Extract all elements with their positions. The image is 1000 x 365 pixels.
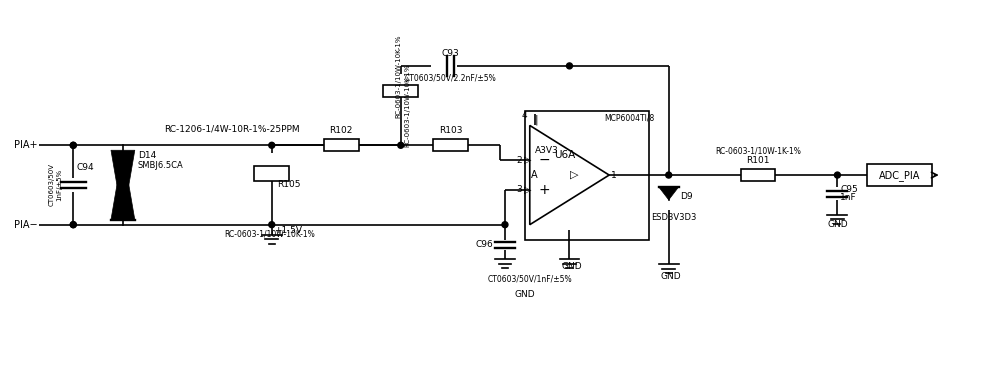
- Circle shape: [834, 172, 840, 178]
- Text: RC-0603-1/10W-10K-1%: RC-0603-1/10W-10K-1%: [224, 230, 315, 239]
- Text: +1.5V: +1.5V: [274, 226, 302, 235]
- FancyBboxPatch shape: [867, 164, 932, 186]
- Text: −: −: [539, 153, 550, 167]
- Text: C94: C94: [76, 163, 94, 172]
- Polygon shape: [111, 150, 135, 220]
- Text: D14: D14: [138, 151, 156, 160]
- Text: CT0603/50V/2.2nF/±5%: CT0603/50V/2.2nF/±5%: [405, 74, 496, 83]
- Circle shape: [398, 142, 404, 148]
- Text: MCP6004TI/8: MCP6004TI/8: [604, 114, 654, 123]
- Bar: [525, 111, 649, 239]
- Text: R102: R102: [330, 126, 353, 135]
- Bar: [324, 139, 359, 151]
- Text: PIA+: PIA+: [14, 140, 37, 150]
- Text: PIA−: PIA−: [14, 220, 37, 230]
- Text: +: +: [539, 183, 550, 197]
- Text: ADC_PIA: ADC_PIA: [879, 170, 920, 181]
- Text: 4: 4: [522, 111, 528, 120]
- Text: 3: 3: [516, 185, 522, 195]
- Text: D9: D9: [681, 192, 693, 201]
- Circle shape: [70, 222, 76, 228]
- Text: CT0603/50V/1nF/±5%: CT0603/50V/1nF/±5%: [487, 275, 572, 284]
- Circle shape: [70, 222, 76, 228]
- Polygon shape: [530, 126, 609, 225]
- Text: RC-0603-1/10W-10K-1%: RC-0603-1/10W-10K-1%: [405, 64, 411, 147]
- Text: GND: GND: [561, 262, 582, 271]
- Polygon shape: [111, 150, 135, 220]
- Text: C95: C95: [840, 185, 858, 195]
- Text: 1nF: 1nF: [840, 193, 857, 202]
- Text: CT0603/50V
1nF/±5%: CT0603/50V 1nF/±5%: [49, 164, 62, 207]
- Circle shape: [269, 222, 275, 228]
- Text: RC-0603-1/10W-10K-1%: RC-0603-1/10W-10K-1%: [396, 34, 402, 118]
- Text: A: A: [531, 170, 538, 180]
- Text: RC-0603-1/10W-1K-1%: RC-0603-1/10W-1K-1%: [715, 146, 801, 155]
- Bar: [254, 166, 289, 181]
- Text: GND: GND: [514, 290, 535, 299]
- Circle shape: [502, 222, 508, 228]
- Text: A3V3: A3V3: [535, 146, 558, 155]
- Text: GND: GND: [660, 272, 681, 281]
- Circle shape: [269, 142, 275, 148]
- Circle shape: [566, 63, 572, 69]
- Text: C96: C96: [475, 240, 493, 249]
- Text: R103: R103: [439, 126, 462, 135]
- Text: ESD3V3D3: ESD3V3D3: [651, 213, 696, 222]
- Text: 2: 2: [516, 155, 522, 165]
- Text: RC-1206-1/4W-10R-1%-25PPM: RC-1206-1/4W-10R-1%-25PPM: [164, 124, 300, 133]
- Circle shape: [70, 142, 76, 148]
- Text: U6A: U6A: [554, 150, 575, 160]
- Bar: [741, 169, 775, 181]
- Text: GND: GND: [827, 220, 848, 229]
- Circle shape: [666, 172, 672, 178]
- Text: R105: R105: [277, 180, 300, 189]
- Text: R101: R101: [746, 156, 770, 165]
- Circle shape: [70, 142, 76, 148]
- Text: ▷: ▷: [524, 155, 532, 165]
- Polygon shape: [659, 187, 679, 200]
- Text: |: |: [535, 114, 539, 125]
- Text: 1: 1: [611, 170, 617, 180]
- Bar: [433, 139, 468, 151]
- Text: ▷: ▷: [570, 170, 579, 180]
- Text: ▷: ▷: [524, 185, 532, 195]
- Bar: [383, 85, 418, 97]
- Text: C93: C93: [442, 49, 459, 58]
- Text: SMBJ6.5CA: SMBJ6.5CA: [138, 161, 184, 170]
